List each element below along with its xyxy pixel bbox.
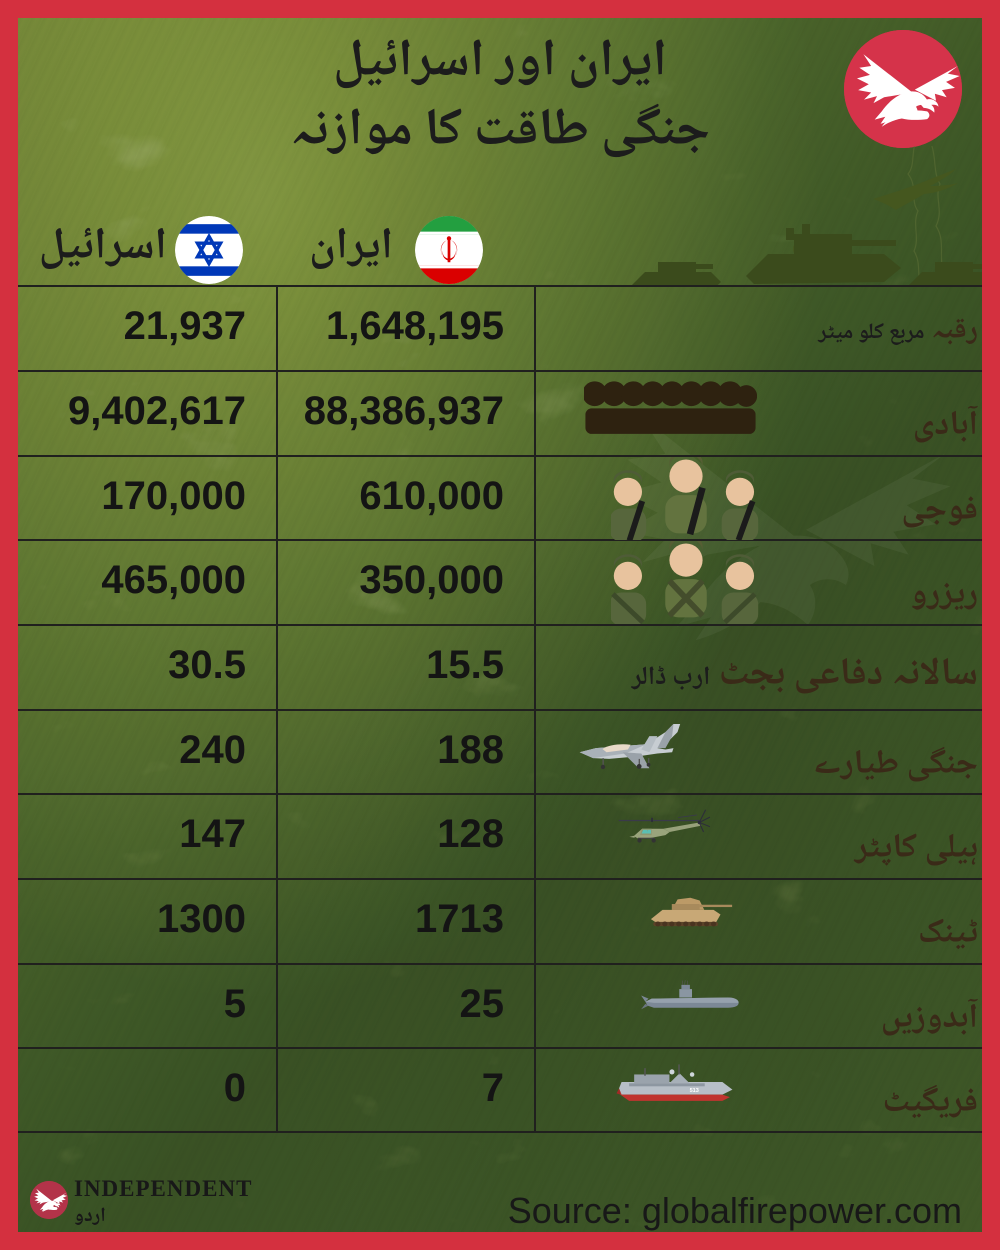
svg-text:513: 513 bbox=[690, 1088, 699, 1094]
